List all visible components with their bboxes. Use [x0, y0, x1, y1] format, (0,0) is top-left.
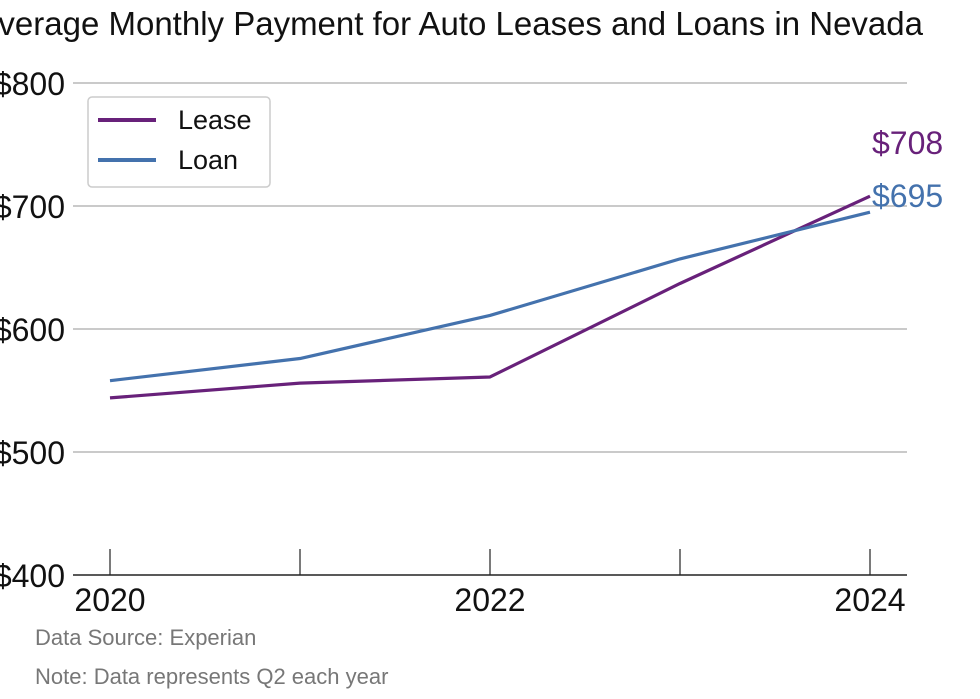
y-tick-label: $400 [0, 558, 65, 594]
legend-label-loan: Loan [178, 145, 238, 175]
legend-label-lease: Lease [178, 105, 252, 135]
data-source: Data Source: Experian [35, 625, 256, 650]
x-tick-label: 2022 [454, 582, 525, 618]
x-tick-label: 2024 [834, 582, 905, 618]
y-tick-label: $800 [0, 66, 65, 102]
y-tick-label: $600 [0, 312, 65, 348]
series-line-loan [109, 210, 871, 383]
end-label-lease: $708 [872, 125, 943, 161]
end-label-loan: $695 [872, 178, 943, 214]
data-note: Note: Data represents Q2 each year [35, 664, 388, 689]
x-tick-label: 2020 [74, 582, 145, 618]
y-tick-label: $700 [0, 189, 65, 225]
legend: Lease Loan [87, 96, 271, 188]
y-tick-label: $500 [0, 435, 65, 471]
chart-title: Average Monthly Payment for Auto Leases … [0, 5, 924, 42]
